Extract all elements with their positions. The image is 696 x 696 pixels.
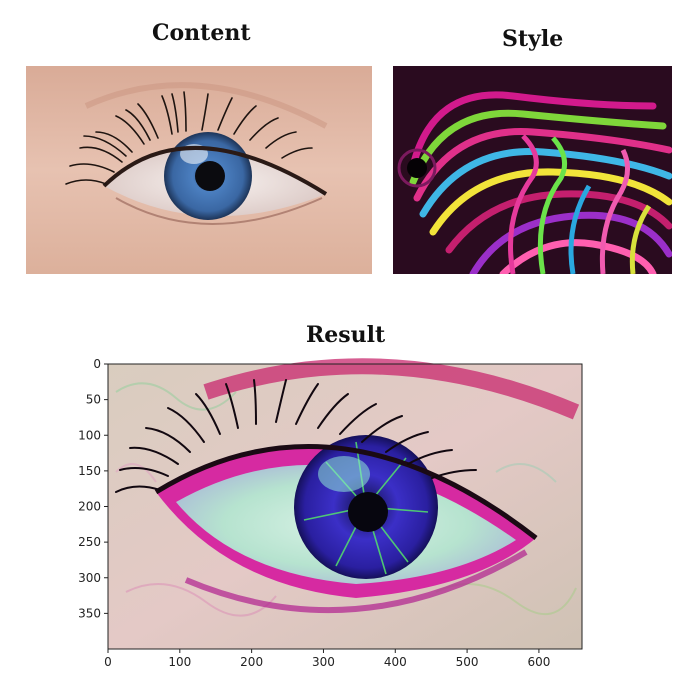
y-tick-label: 150 <box>78 464 101 478</box>
content-image <box>26 66 372 274</box>
y-tick-label: 350 <box>78 606 101 620</box>
x-tick-label: 0 <box>104 655 112 669</box>
y-tick-label: 0 <box>93 357 101 371</box>
y-tick-label: 50 <box>86 393 101 407</box>
style-image <box>393 66 672 274</box>
x-tick-label: 200 <box>240 655 263 669</box>
x-tick-label: 500 <box>456 655 479 669</box>
x-tick-label: 600 <box>527 655 550 669</box>
style-title: Style <box>502 26 564 52</box>
result-plot: 0 100 200 300 400 500 600 0 50 100 150 200 250 300 35… <box>56 352 596 682</box>
x-tick-label: 300 <box>312 655 335 669</box>
content-title: Content <box>152 20 251 46</box>
y-tick-label: 100 <box>78 428 101 442</box>
y-tick-label: 250 <box>78 535 101 549</box>
x-tick-label: 400 <box>384 655 407 669</box>
y-tick-label: 300 <box>78 571 101 585</box>
result-title: Result <box>306 322 386 348</box>
x-tick-label: 100 <box>168 655 191 669</box>
y-tick-label: 200 <box>78 500 101 514</box>
result-image <box>108 358 582 649</box>
